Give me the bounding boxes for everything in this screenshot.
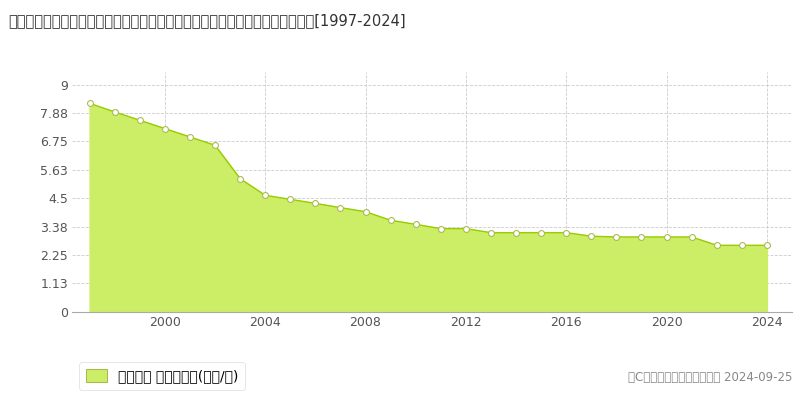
Point (108, 109, 121, 115)
Point (410, 221, 422, 228)
Point (384, 217, 397, 224)
Legend: 基準地価 平均嵪単価(万円/嵪): 基準地価 平均嵪単価(万円/嵪) (79, 362, 245, 390)
Point (560, 230, 573, 236)
Point (534, 230, 547, 236)
Point (735, 242, 748, 248)
Point (761, 242, 774, 248)
Point (710, 242, 723, 248)
Point (234, 176, 246, 182)
Point (83, 100, 96, 106)
Point (434, 226, 447, 232)
Point (284, 196, 297, 202)
Point (585, 233, 598, 240)
Point (485, 230, 498, 236)
Point (359, 208, 372, 215)
Point (334, 204, 347, 211)
Point (209, 142, 222, 148)
Point (510, 230, 522, 236)
Point (635, 234, 648, 240)
Point (459, 226, 472, 232)
Point (183, 134, 196, 140)
Text: （C）土地価格ドットコム　 2024-09-25: （C）土地価格ドットコム 2024-09-25 (628, 371, 792, 384)
Point (134, 117, 146, 124)
Point (610, 234, 622, 240)
Point (686, 234, 698, 240)
Point (258, 192, 271, 198)
Point (660, 234, 673, 240)
Text: 長野県南佐久郡南牧村大字野辺山字二ツ山Ｓ０６番１７　基準地価　地価推移[1997-2024]: 長野県南佐久郡南牧村大字野辺山字二ツ山Ｓ０６番１７ 基準地価 地価推移[1997… (8, 13, 406, 28)
Point (309, 200, 322, 206)
Point (158, 125, 171, 132)
